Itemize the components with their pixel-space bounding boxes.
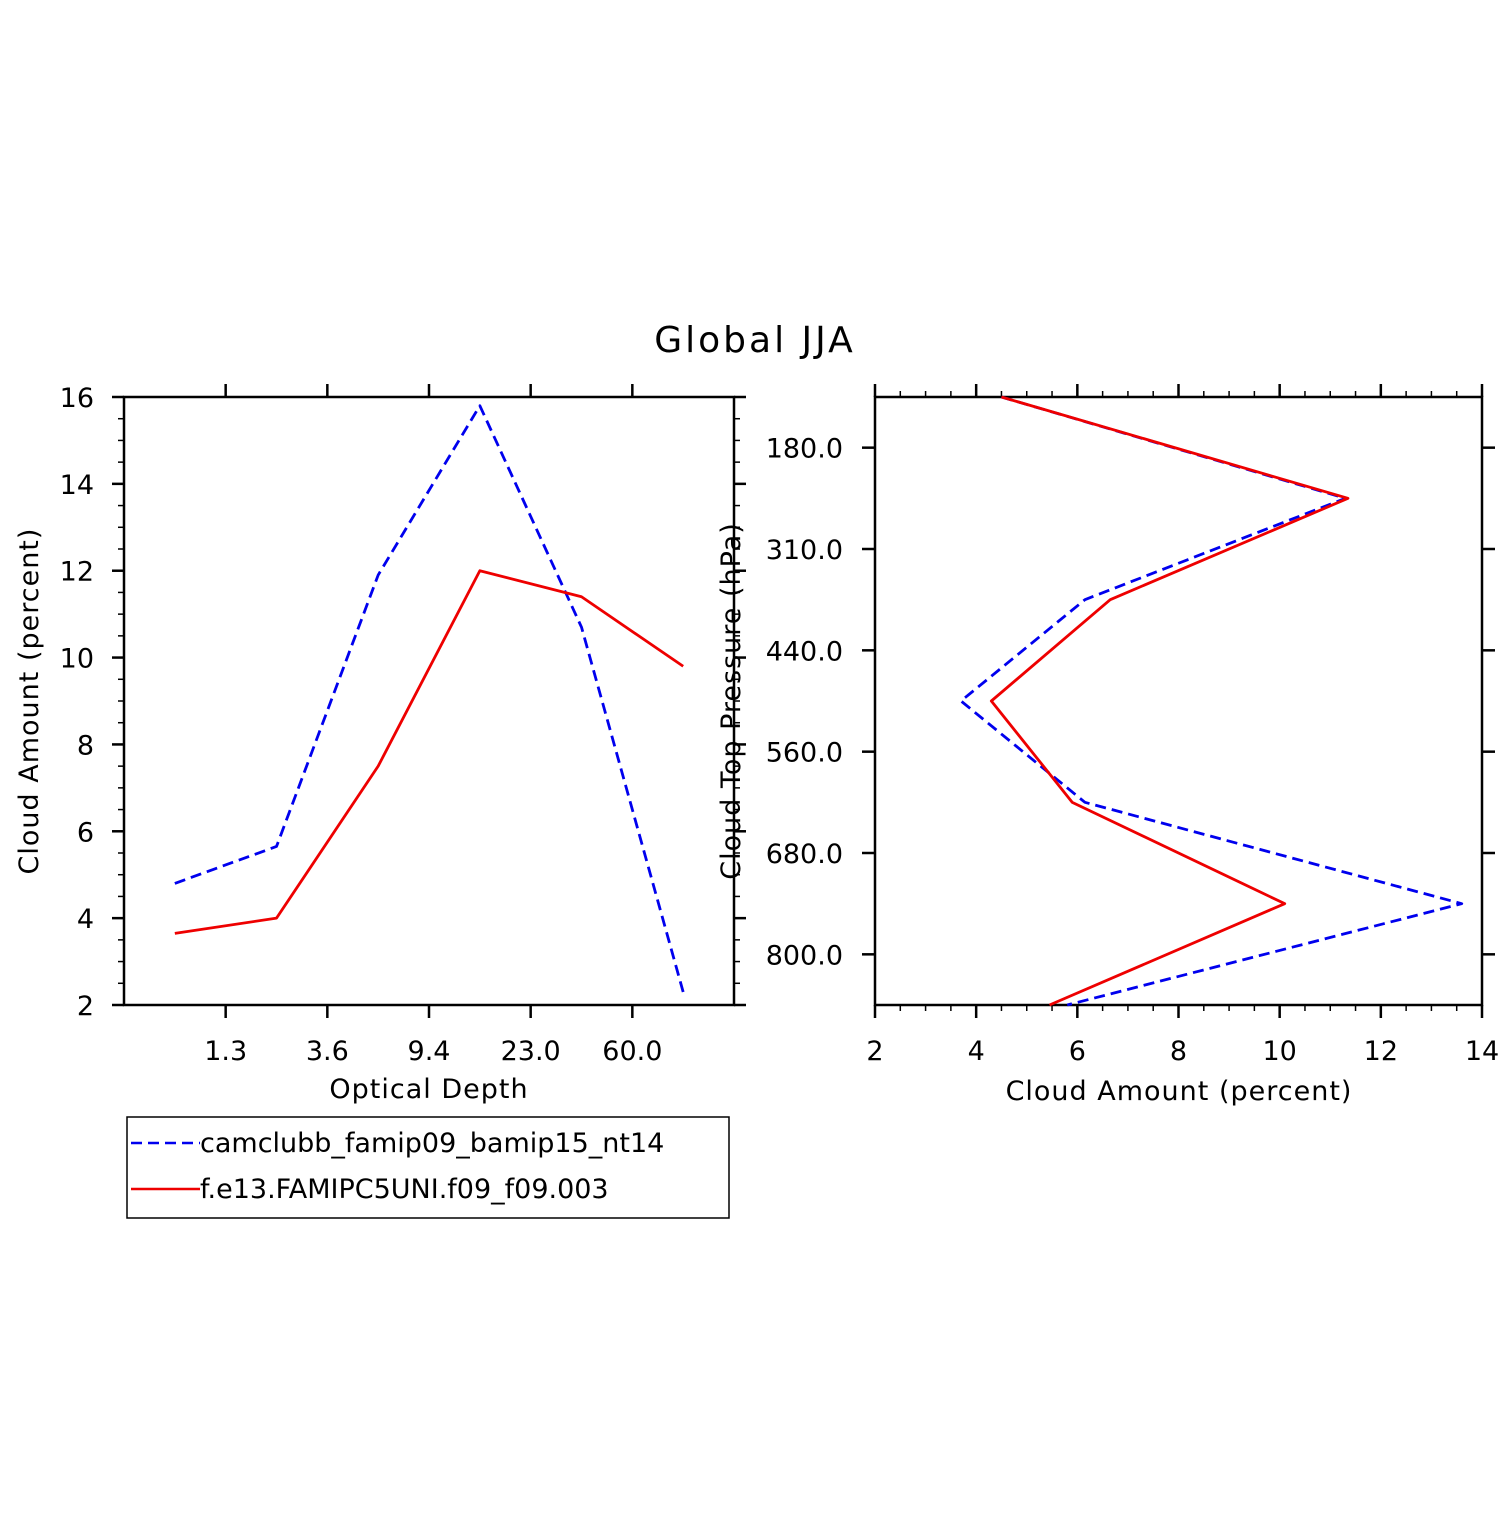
- left-series-line-2: [174, 569, 684, 935]
- left-series-line-1: [174, 404, 685, 993]
- right-series-line-2: [989, 395, 1350, 1007]
- left-y-tick-label: 2: [77, 991, 94, 1022]
- left-y-tick-label: 16: [60, 383, 94, 414]
- figure-title: Global JJA: [654, 320, 856, 361]
- left-y-tick-label: 14: [60, 470, 94, 501]
- right-y-axis-label: Cloud Top Pressure (hPa): [716, 522, 747, 880]
- legend-label-series2: f.e13.FAMIPC5UNI.f09_f09.003: [200, 1174, 609, 1205]
- right-x-tick-label: 2: [866, 1036, 883, 1067]
- left-x-tick-label: 9.4: [408, 1036, 451, 1067]
- right-y-tick-label: 180.0: [766, 434, 843, 465]
- left-y-tick-label: 6: [77, 817, 94, 848]
- left-x-tick-label: 23.0: [501, 1036, 561, 1067]
- right-x-tick-label: 10: [1262, 1036, 1296, 1067]
- left-y-tick-label: 4: [77, 904, 94, 935]
- optical-depth-panel: 2 4 6 8 10 12 14 16 1.3 3.6 9.4 23.0 60.0 Optical De…: [14, 383, 746, 1105]
- left-x-tick-label: 1.3: [204, 1036, 247, 1067]
- right-series-line-1: [959, 395, 1464, 1007]
- right-plot-frame: [873, 395, 1484, 1007]
- left-y-tick-label: 12: [60, 557, 94, 588]
- left-x-tick-label: 3.6: [306, 1036, 349, 1067]
- left-y-axis-label: Cloud Amount (percent): [14, 528, 45, 875]
- legend-label-series1: camclubb_famip09_bamip15_nt14: [200, 1128, 664, 1159]
- right-y-tick-label: 440.0: [766, 636, 843, 667]
- right-x-tick-label: 4: [968, 1036, 985, 1067]
- right-y-tick-label: 680.0: [766, 839, 843, 870]
- legend-box: [126, 1116, 730, 1219]
- right-y-tick-label: 800.0: [766, 940, 843, 971]
- right-y-tick-label: 310.0: [766, 535, 843, 566]
- right-x-tick-label: 12: [1364, 1036, 1398, 1067]
- right-y-tick-label: 560.0: [766, 738, 843, 769]
- left-x-tick-label: 60.0: [602, 1036, 662, 1067]
- right-x-tick-label: 8: [1170, 1036, 1187, 1067]
- right-x-tick-label: 14: [1465, 1036, 1499, 1067]
- left-y-tick-label: 10: [60, 644, 94, 675]
- cloud-top-pressure-panel: 2 4 6 8 10 12 14 180.0 310.0 440.0 560.0 680.0 800.0…: [716, 384, 1499, 1107]
- left-y-tick-label: 8: [77, 730, 94, 761]
- right-x-axis-label: Cloud Amount (percent): [1006, 1076, 1353, 1107]
- right-x-tick-label: 6: [1069, 1036, 1086, 1067]
- legend: camclubb_famip09_bamip15_nt14 f.e13.FAMI…: [126, 1116, 730, 1219]
- left-x-axis-label: Optical Depth: [329, 1074, 528, 1105]
